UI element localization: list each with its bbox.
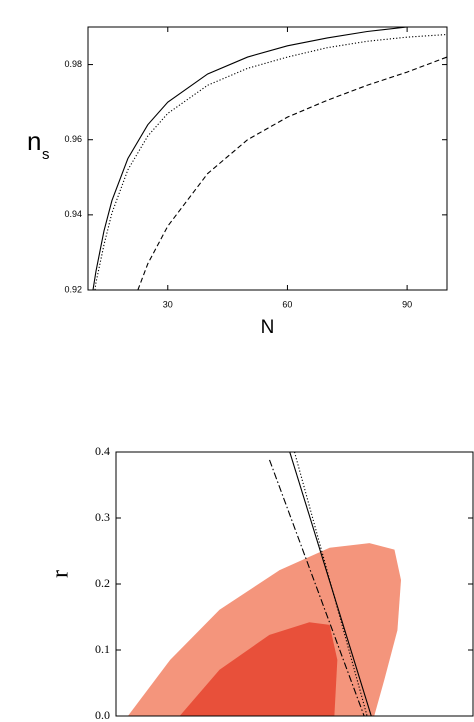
curve xyxy=(92,27,408,290)
y-tick-label: 0.98 xyxy=(64,59,82,69)
y-axis-label: n xyxy=(27,126,41,156)
x-tick-label: 60 xyxy=(282,299,292,309)
curve xyxy=(137,56,447,290)
x-axis-label: N xyxy=(261,317,275,338)
confidence-region xyxy=(179,622,338,716)
y-tick-label: 0.96 xyxy=(64,134,82,144)
y-tick-label: 0.3 xyxy=(95,510,110,524)
plot-area xyxy=(92,27,447,290)
x-tick-label: 90 xyxy=(402,299,412,309)
y-tick-label: 0.4 xyxy=(95,444,110,458)
y-tick-label: 0.94 xyxy=(64,209,82,219)
plot-area xyxy=(127,452,402,716)
y-tick-label: 0.1 xyxy=(95,642,110,656)
curve xyxy=(268,459,365,716)
y-tick-label: 0.92 xyxy=(64,284,82,294)
curve xyxy=(289,452,372,716)
x-tick-label: 30 xyxy=(163,299,173,309)
y-tick-label: 0.0 xyxy=(95,708,110,722)
plot-frame xyxy=(87,26,448,291)
y-tick-label: 0.2 xyxy=(95,576,110,590)
curve xyxy=(94,33,447,290)
y-axis-label: r xyxy=(48,570,74,578)
curve xyxy=(293,452,368,716)
y-axis-label-subscript: s xyxy=(42,146,50,163)
